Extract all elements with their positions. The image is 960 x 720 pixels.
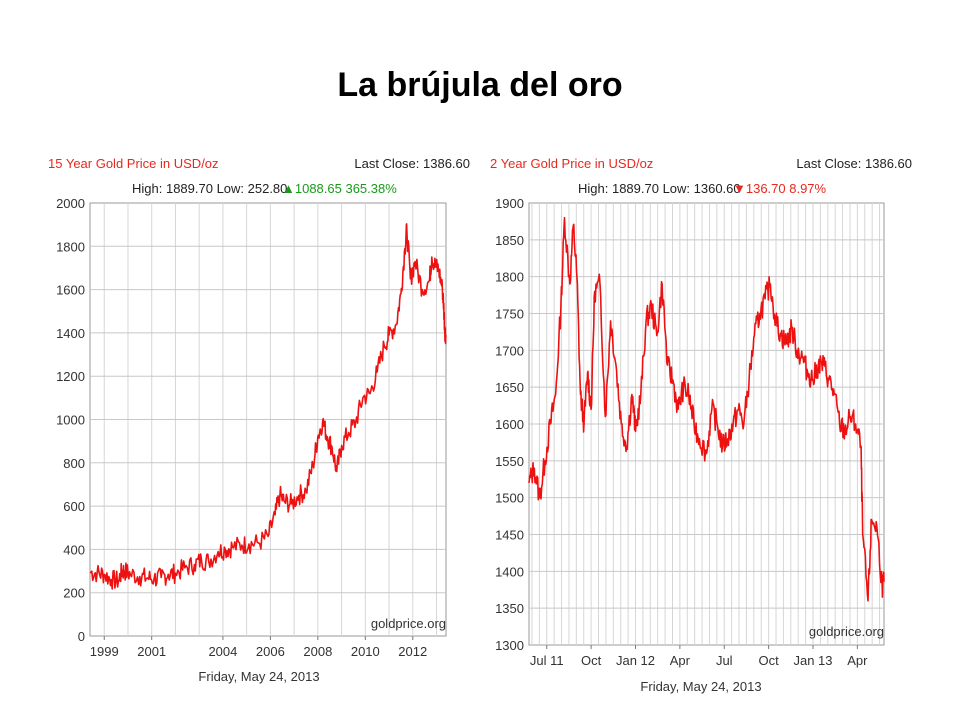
x-tick-label: Oct bbox=[759, 653, 780, 668]
price-series-line bbox=[89, 223, 447, 590]
y-tick-label: 1800 bbox=[56, 239, 85, 254]
y-tick-label: 1700 bbox=[495, 343, 524, 358]
last-close-label: Last Close: 1386.60 bbox=[796, 156, 912, 171]
y-tick-label: 800 bbox=[63, 456, 85, 471]
y-tick-label: 600 bbox=[63, 499, 85, 514]
x-tick-label: Jan 13 bbox=[793, 653, 832, 668]
y-tick-label: 1900 bbox=[495, 196, 524, 211]
gold-chart-15-year: 15 Year Gold Price in USD/oz Last Close:… bbox=[44, 148, 474, 698]
y-tick-label: 1300 bbox=[495, 638, 524, 653]
y-tick-label: 1800 bbox=[495, 270, 524, 285]
x-tick-label: Jul 11 bbox=[530, 653, 564, 668]
gold-chart-2-year: 2 Year Gold Price in USD/oz Last Close: … bbox=[486, 148, 916, 698]
chart-title: 15 Year Gold Price in USD/oz bbox=[48, 156, 219, 171]
x-tick-label: 2012 bbox=[398, 644, 427, 659]
x-tick-label: 2010 bbox=[351, 644, 380, 659]
date-label: Friday, May 24, 2013 bbox=[640, 679, 761, 694]
plot-area: 1300 1350 1400 1450 1500 1550 1600 1650 1700 1750… bbox=[495, 196, 885, 668]
y-tick-label: 2000 bbox=[56, 196, 85, 211]
y-tick-label: 1200 bbox=[56, 369, 85, 384]
y-tick-label: 1500 bbox=[495, 491, 524, 506]
x-tick-label: 2008 bbox=[303, 644, 332, 659]
plot-area: 0 200 400 600 800 1000 1200 1400 1600 1800 2000 199… bbox=[56, 196, 447, 659]
date-label: Friday, May 24, 2013 bbox=[198, 669, 319, 684]
y-tick-label: 1000 bbox=[56, 413, 85, 428]
watermark: goldprice.org bbox=[371, 616, 446, 631]
watermark: goldprice.org bbox=[809, 624, 884, 639]
x-tick-label: 2001 bbox=[137, 644, 166, 659]
y-tick-label: 1600 bbox=[56, 283, 85, 298]
high-low-stats: High: 1889.70 Low: 1360.60 bbox=[578, 181, 741, 196]
x-tick-label: Apr bbox=[670, 653, 691, 668]
y-tick-label: 200 bbox=[63, 586, 85, 601]
price-change: ▲1088.65 365.38% bbox=[282, 181, 397, 196]
x-tick-label: Jan 12 bbox=[616, 653, 655, 668]
y-tick-label: 1850 bbox=[495, 233, 524, 248]
y-tick-label: 1750 bbox=[495, 307, 524, 322]
x-tick-label: 2004 bbox=[208, 644, 237, 659]
y-tick-label: 1600 bbox=[495, 417, 524, 432]
x-tick-label: Jul bbox=[716, 653, 733, 668]
y-tick-label: 1550 bbox=[495, 454, 524, 469]
last-close-label: Last Close: 1386.60 bbox=[354, 156, 470, 171]
y-tick-label: 1650 bbox=[495, 380, 524, 395]
y-tick-label: 0 bbox=[78, 629, 85, 644]
x-tick-label: Oct bbox=[581, 653, 602, 668]
y-tick-label: 1350 bbox=[495, 601, 524, 616]
y-tick-label: 1400 bbox=[495, 564, 524, 579]
x-tick-label: Apr bbox=[847, 653, 868, 668]
price-series-line bbox=[528, 216, 885, 602]
slide-title: La brújula del oro bbox=[337, 66, 623, 104]
x-tick-label: 2006 bbox=[256, 644, 285, 659]
x-tick-label: 1999 bbox=[90, 644, 119, 659]
chart-title: 2 Year Gold Price in USD/oz bbox=[490, 156, 653, 171]
high-low-stats: High: 1889.70 Low: 252.80 bbox=[132, 181, 287, 196]
y-tick-label: 1400 bbox=[56, 326, 85, 341]
price-change: ▼136.70 8.97% bbox=[733, 181, 827, 196]
y-tick-label: 400 bbox=[63, 542, 85, 557]
y-tick-label: 1450 bbox=[495, 528, 524, 543]
